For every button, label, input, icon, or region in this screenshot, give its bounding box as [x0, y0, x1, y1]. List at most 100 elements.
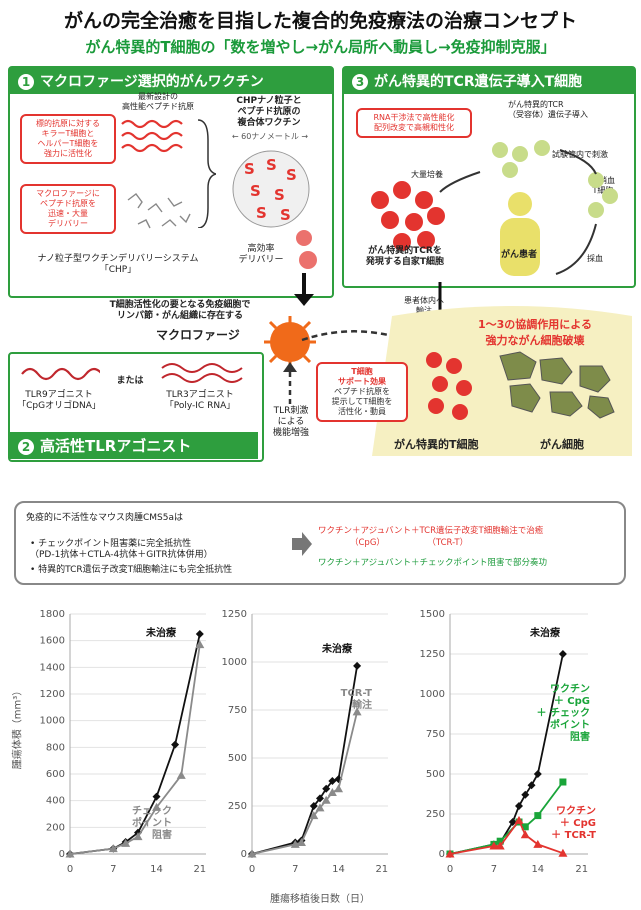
data-point — [108, 844, 118, 853]
x-tick-label: 14 — [332, 864, 345, 875]
data-point — [65, 849, 75, 858]
y-tick-label: 0 — [439, 849, 445, 860]
data-point — [309, 811, 319, 820]
data-point — [533, 770, 542, 778]
panel-tlr-header: 2 高活性TLRアゴニスト — [10, 432, 258, 459]
svg-text:S: S — [266, 156, 277, 174]
y-tick-label: 500 — [426, 769, 445, 780]
y-tick-label: 1000 — [420, 689, 445, 700]
y-tick-label: 0 — [241, 849, 247, 860]
data-point — [445, 849, 455, 858]
data-point — [327, 788, 337, 797]
data-point — [309, 802, 318, 810]
y-tick-label: 400 — [46, 796, 65, 807]
series-label: ワクチン＋ CpG ＋ TCR-T — [551, 805, 596, 841]
y-tick-label: 1500 — [420, 609, 445, 620]
svg-text:S: S — [244, 160, 255, 178]
data-point — [521, 790, 530, 799]
series-line — [449, 653, 564, 855]
data-point — [322, 784, 331, 793]
data-point — [321, 795, 331, 804]
panel-tlr-title: 高活性TLRアゴニスト — [40, 437, 192, 455]
svg-text:S: S — [274, 186, 285, 204]
tlr-arrow-icon — [283, 362, 297, 404]
y-tick-label: 750 — [426, 729, 445, 740]
mass-label: 大量培養 — [411, 170, 443, 179]
x-tick-label: 21 — [193, 864, 206, 875]
dna-icon — [21, 367, 100, 381]
tcr-label: がん特異的TCR （受容体）遺伝子導入 — [508, 100, 588, 119]
data-point — [558, 848, 568, 857]
synergy-label: 1～3の協調作用による 強力ながん細胞破壊 — [478, 318, 592, 347]
summary-intro: 免疫的に不活性なマウス肉腫CMS5aは — [26, 513, 184, 523]
data-point — [352, 707, 362, 716]
rna-icon — [161, 363, 243, 383]
support-title: T細胞 サポート効果 — [338, 367, 386, 386]
data-point — [296, 837, 306, 846]
cancer-label: がん細胞 — [540, 438, 584, 451]
x-tick-label: 0 — [67, 864, 73, 875]
callout-rna: RNA干渉法で高性能化 配列改変で高親和性化 — [356, 108, 472, 138]
data-point — [508, 818, 517, 826]
y-tick-label: 0 — [59, 849, 65, 860]
data-point — [152, 792, 161, 801]
data-point — [495, 841, 505, 850]
svg-text:S: S — [286, 166, 297, 184]
callout-delivery: マクロファージに ペプチド抗原を 迅速・大量 デリバリー — [20, 184, 116, 234]
series-label: 未治療 — [529, 626, 560, 639]
panel-number: 3 — [352, 74, 368, 90]
data-point — [328, 777, 337, 786]
support-desc: ペプチド抗原を 提示してT細胞を 活性化・動員 — [331, 387, 393, 416]
x-tick-label: 14 — [531, 864, 544, 875]
peptide-label: 最新設計の 高性能ペプチド抗原 — [122, 92, 194, 111]
result-1: ワクチン＋アジュバント＋TCR遺伝子改変T細胞輸注で治癒 — [318, 526, 544, 536]
data-point — [489, 841, 499, 850]
data-point — [315, 803, 325, 812]
data-point — [558, 650, 567, 658]
summary-box — [14, 501, 626, 585]
data-point — [176, 770, 186, 779]
data-point — [496, 837, 504, 845]
data-point — [152, 802, 162, 811]
result-1-sub: （CpG） （TCR-T） — [350, 538, 469, 548]
x-axis-label: 腫瘍移植後日数（日） — [270, 894, 370, 905]
bullet-dot: • — [30, 539, 39, 549]
data-point — [133, 832, 143, 841]
panel-number: 1 — [18, 74, 34, 90]
infusion-label: 患者体内へ 輸注 — [404, 296, 444, 315]
data-point — [520, 830, 530, 839]
patient-label: がん患者 — [500, 250, 537, 260]
data-point — [247, 849, 257, 858]
x-tick-label: 21 — [375, 864, 388, 875]
data-point — [195, 630, 204, 638]
chp-vaccine-icon: S SS S SS S — [232, 150, 310, 228]
page-subtitle: がん特異的T細胞の「数を増やし→がん局所へ動員し→免疫抑制克服」 — [85, 38, 556, 56]
x-tick-label: 7 — [110, 864, 116, 875]
panel-tcr: 3 がん特異的TCR遺伝子導入T細胞 — [342, 66, 636, 288]
y-tick-label: 800 — [46, 742, 65, 753]
callout-support: T細胞 サポート効果 ペプチド抗原を 提示してT細胞を 活性化・動員 — [316, 362, 408, 422]
x-tick-label: 7 — [292, 864, 298, 875]
data-point — [195, 640, 205, 649]
data-point — [515, 802, 523, 810]
svg-text:S: S — [256, 204, 267, 222]
data-point — [521, 823, 529, 831]
macrophage-label: マクロファージ — [156, 328, 240, 342]
y-tick-label: 250 — [426, 809, 445, 820]
y-tick-label: 500 — [228, 753, 247, 764]
x-tick-label: 0 — [249, 864, 255, 875]
system-label: ナノ粒子型ワクチンデリバリーシステム 「CHP」 — [37, 254, 199, 275]
macrophage-desc: T細胞活性化の要となる免疫細胞で リンパ節・がん組織に存在する — [109, 300, 251, 321]
series-label: 未治療 — [321, 642, 352, 655]
data-point — [527, 781, 536, 790]
chp-particles-icon — [127, 193, 191, 229]
tlr9-label: TLR9アゴニスト 「CpGオリゴDNA」 — [17, 390, 101, 411]
peptide-icon — [121, 119, 183, 153]
x-tick-label: 7 — [491, 864, 497, 875]
series-label: ワクチン＋ CpG ＋ チェックポイント阻害 — [537, 683, 590, 743]
delivery-label: 高効率 デリバリー — [238, 244, 284, 265]
series-line — [449, 818, 564, 855]
y-tick-label: 200 — [46, 822, 65, 833]
series-label: TCR-T 輸注 — [341, 688, 373, 711]
or-label: または — [116, 376, 144, 386]
